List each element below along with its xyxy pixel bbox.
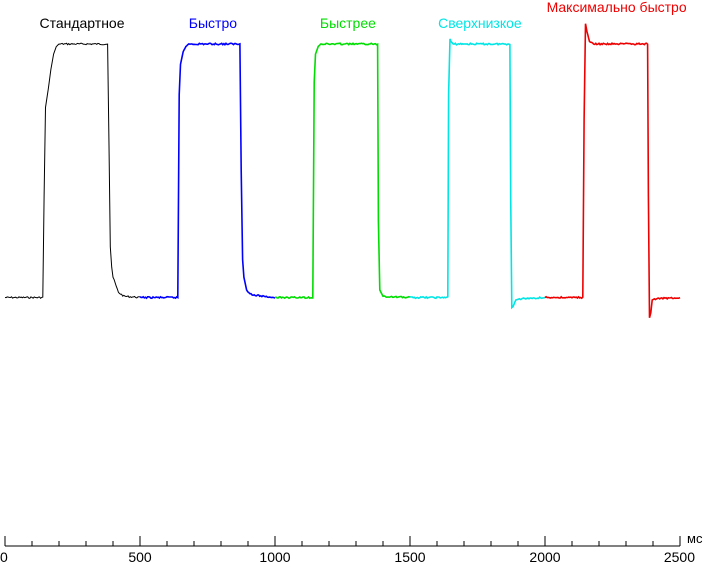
series-4-line bbox=[409, 38, 546, 310]
x-tick-label: 2500 bbox=[664, 549, 695, 564]
x-axis-unit: мс bbox=[687, 531, 703, 546]
series-2-label: Быстро bbox=[189, 15, 237, 31]
series-layer bbox=[4, 23, 681, 318]
series-3-line bbox=[274, 42, 411, 300]
x-tick-label: 500 bbox=[128, 549, 152, 564]
x-tick-label: 1000 bbox=[259, 549, 290, 564]
x-tick-label: 0 bbox=[0, 549, 8, 564]
series-1-label: Стандартное bbox=[39, 15, 124, 31]
series-1-line bbox=[4, 42, 141, 300]
series-5-label: Максимально быстро bbox=[547, 0, 687, 15]
series-4-label: Сверхнизкое bbox=[438, 15, 522, 31]
x-tick-label: 2000 bbox=[529, 549, 560, 564]
series-5-line bbox=[544, 23, 681, 318]
series-labels: Стандартное Быстро Быстрее Сверхнизкое Макси… bbox=[39, 0, 686, 31]
x-tick-label: 1500 bbox=[394, 549, 425, 564]
series-2-line bbox=[139, 42, 276, 300]
series-3-label: Быстрее bbox=[320, 15, 376, 31]
x-axis: 0 500 1000 1500 2000 2500 bbox=[0, 536, 695, 564]
